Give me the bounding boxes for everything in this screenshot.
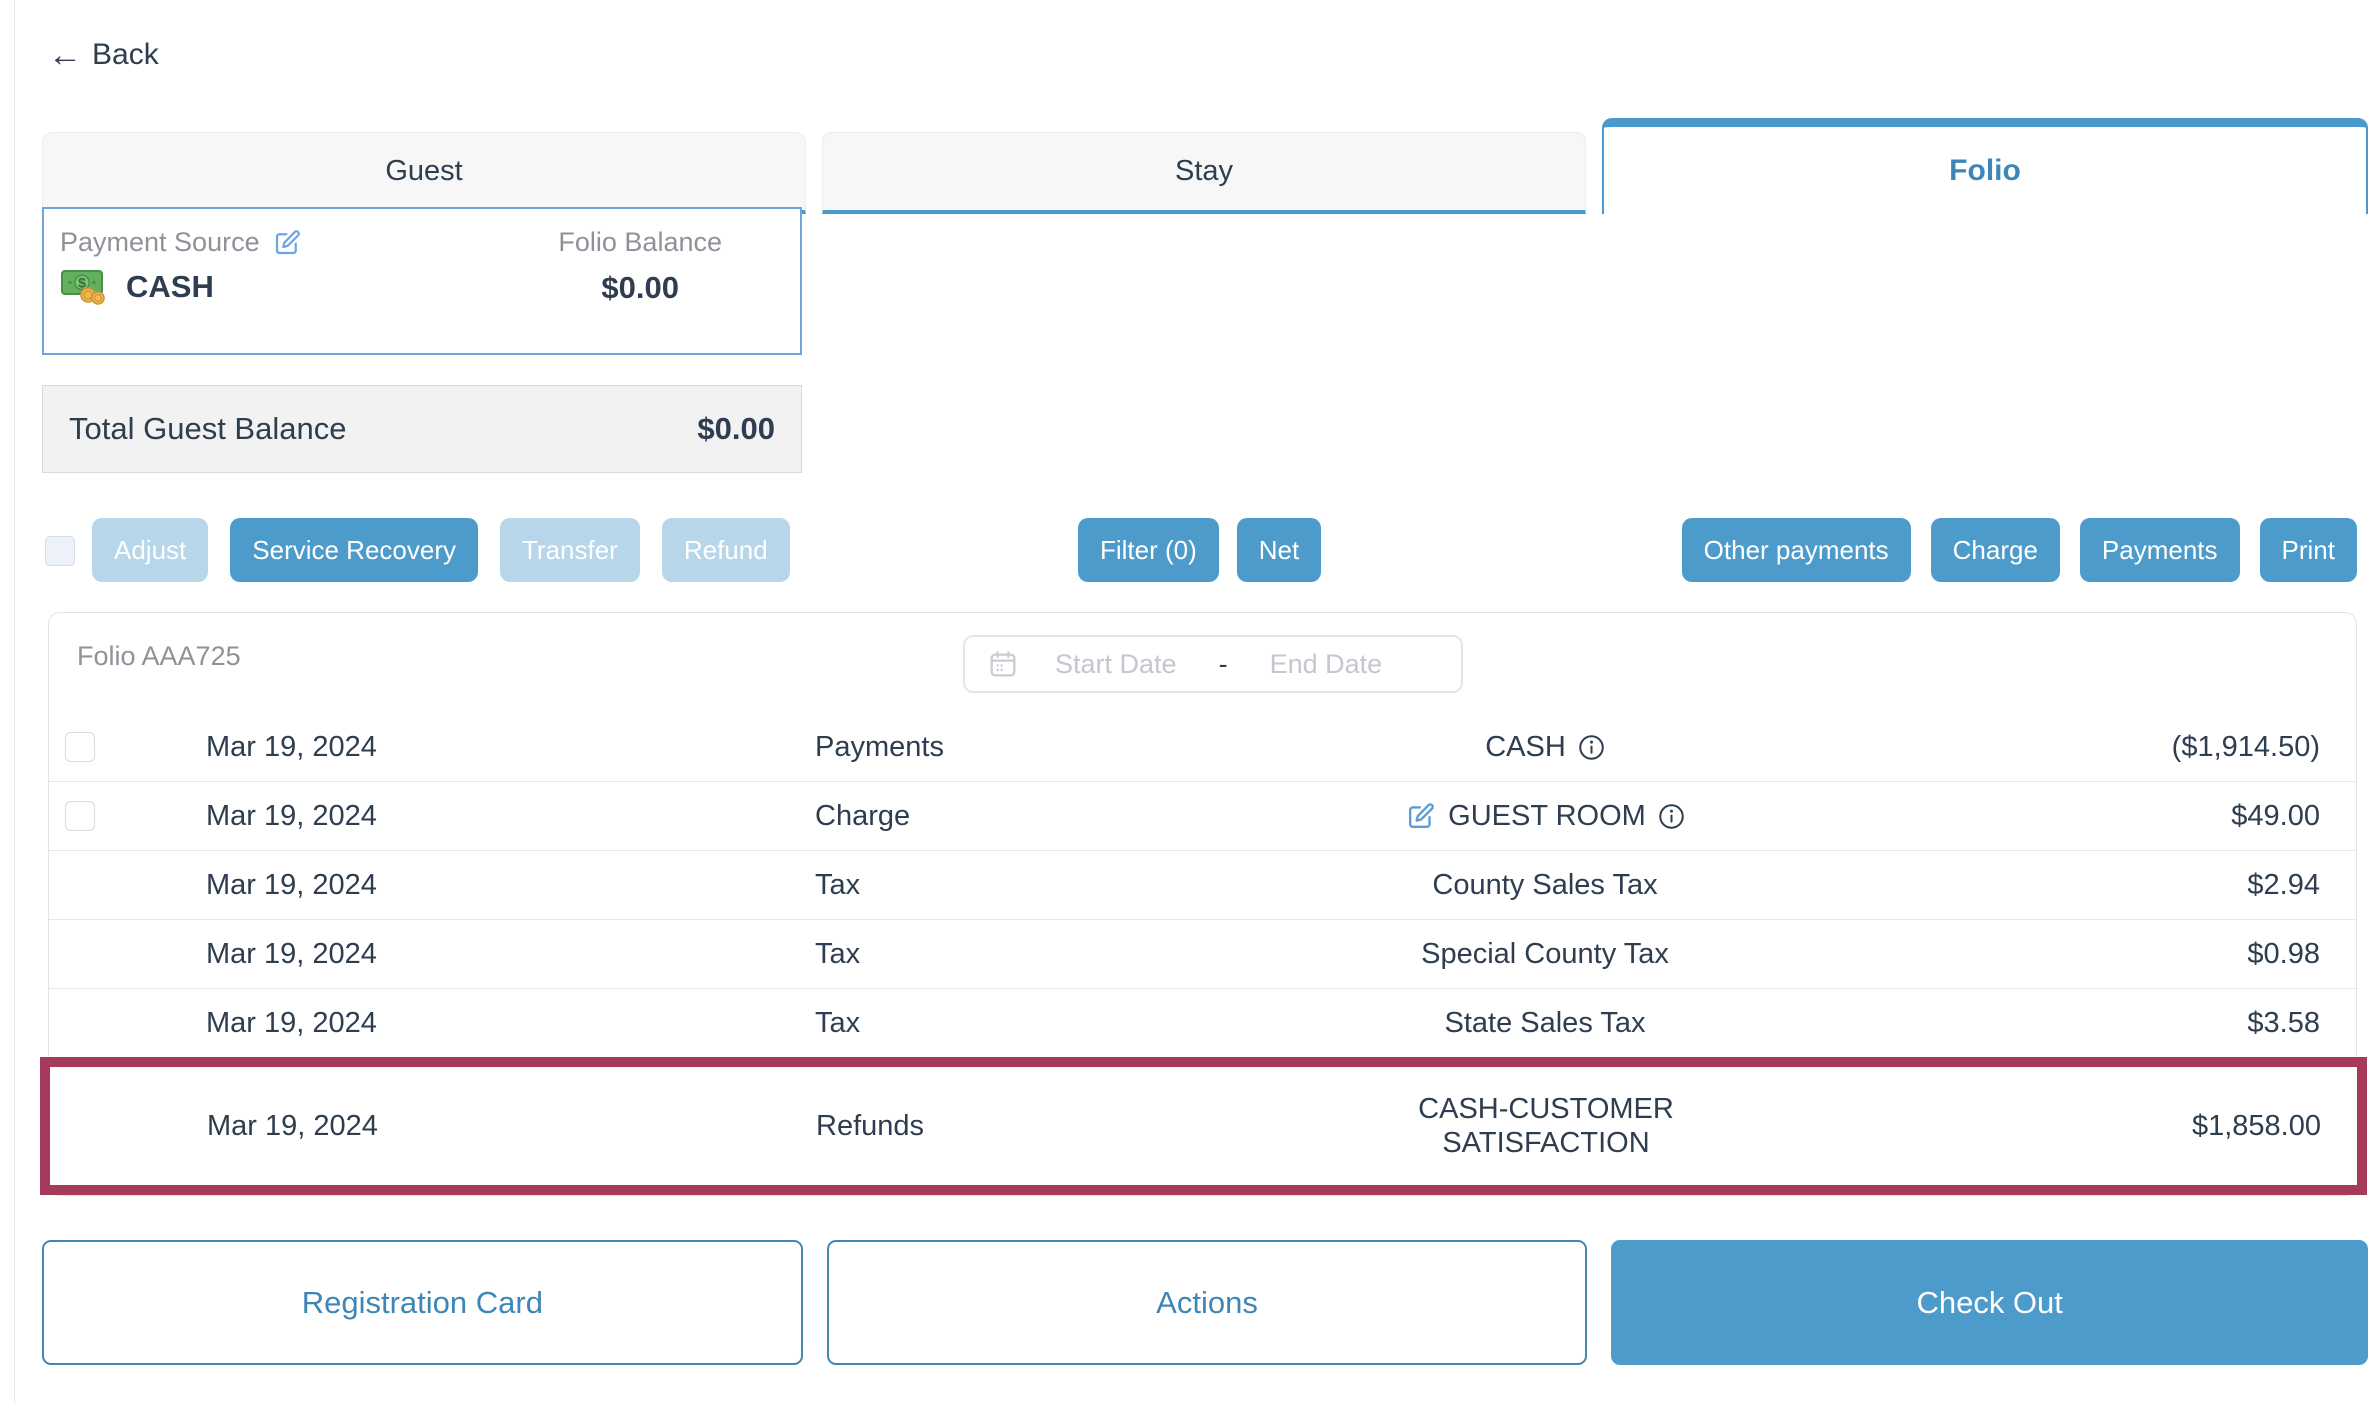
start-date-placeholder[interactable]: Start Date [1055, 648, 1177, 679]
payment-method-value: CASH [126, 269, 214, 304]
row-checkbox[interactable] [65, 732, 95, 762]
row-date: Mar 19, 2024 [206, 937, 377, 970]
folio-balance-value: $0.00 [601, 270, 679, 305]
row-amount: $3.58 [2247, 1006, 2320, 1039]
transfer-button[interactable]: Transfer [500, 518, 640, 582]
folio-balance-label: Folio Balance [558, 227, 722, 257]
edit-icon[interactable] [272, 228, 302, 258]
folio-toolbar: Adjust Service Recovery Transfer Refund Fil… [0, 518, 2380, 584]
total-guest-balance-value: $0.00 [697, 411, 775, 446]
service-recovery-button[interactable]: Service Recovery [230, 518, 478, 582]
payment-source-card: Payment Source $ [42, 207, 802, 355]
row-checkbox-cell [65, 801, 121, 831]
panel-edge-divider [14, 0, 15, 1404]
row-description-cell: CASH-CUSTOMER SATISFACTION [1246, 1092, 1846, 1160]
row-checkbox[interactable] [65, 801, 95, 831]
total-guest-balance-label: Total Guest Balance [69, 411, 347, 446]
table-row: Mar 19, 2024 Payments CASH ($1,914.50) [49, 713, 2356, 781]
row-type: Tax [815, 937, 861, 970]
end-date-placeholder[interactable]: End Date [1269, 648, 1383, 679]
print-button[interactable]: Print [2259, 518, 2357, 582]
back-button[interactable]: ← Back [48, 38, 159, 72]
payment-source-label: Payment Source [60, 227, 260, 257]
row-description: CASH-CUSTOMER SATISFACTION [1418, 1092, 1674, 1159]
table-row: Mar 19, 2024 Charge GUEST ROOM $49.00 [49, 781, 2356, 850]
row-date: Mar 19, 2024 [206, 1006, 377, 1039]
folio-table-panel: Folio AAA725 Start Date - End Date [40, 612, 2367, 1196]
charge-button[interactable]: Charge [1930, 518, 2060, 582]
table-row: Mar 19, 2024 Tax Special County Tax $0.98 [49, 919, 2356, 988]
row-description: Special County Tax [1421, 937, 1669, 970]
row-description-cell: State Sales Tax [1245, 1006, 1845, 1040]
table-row: Mar 19, 2024 Tax State Sales Tax $3.58 [49, 988, 2356, 1057]
back-arrow-icon: ← [48, 36, 82, 74]
refund-button[interactable]: Refund [661, 518, 790, 582]
tab-stay[interactable]: Stay [822, 132, 1586, 214]
row-date: Mar 19, 2024 [207, 1109, 378, 1142]
tab-guest[interactable]: Guest [42, 132, 806, 214]
row-description: County Sales Tax [1432, 868, 1658, 901]
adjust-button[interactable]: Adjust [92, 518, 209, 582]
row-type: Tax [815, 868, 861, 901]
date-range-input[interactable]: Start Date - End Date [963, 635, 1463, 693]
row-amount: ($1,914.50) [2171, 730, 2320, 763]
info-icon[interactable] [1658, 803, 1685, 830]
toolbar-left-group: Adjust Service Recovery Transfer Refund [92, 518, 790, 582]
row-description-cell: CASH [1245, 730, 1845, 764]
actions-button[interactable]: Actions [826, 1240, 1588, 1365]
row-type: Tax [815, 1006, 861, 1039]
row-description-cell: Special County Tax [1245, 937, 1845, 971]
registration-card-button[interactable]: Registration Card [42, 1240, 803, 1365]
filter-0-button[interactable]: Filter (0) [1078, 518, 1219, 582]
row-type: Payments [815, 730, 944, 763]
row-description-cell: County Sales Tax [1245, 868, 1845, 902]
row-date: Mar 19, 2024 [206, 868, 377, 901]
net-button[interactable]: Net [1236, 518, 1322, 582]
total-guest-balance-bar: Total Guest Balance $0.00 [42, 385, 802, 473]
folio-rows: Mar 19, 2024 Payments CASH ($1,914.50) Mar 1… [40, 713, 2367, 1195]
toolbar-right-group: Other payments Charge Payments Print [1681, 518, 2357, 582]
tab-bar: Guest Stay Folio [42, 118, 2368, 214]
info-icon[interactable] [1578, 734, 1605, 761]
other-payments-button[interactable]: Other payments [1681, 518, 1911, 582]
folio-number-title: Folio AAA725 [77, 641, 241, 671]
row-date: Mar 19, 2024 [206, 730, 377, 763]
row-description: GUEST ROOM [1448, 799, 1646, 832]
svg-text:$: $ [78, 275, 86, 291]
row-checkbox-cell [65, 732, 121, 762]
cash-money-icon: $ [60, 268, 110, 306]
select-all-checkbox[interactable] [45, 536, 75, 566]
row-amount: $2.94 [2247, 868, 2320, 901]
tab-folio[interactable]: Folio [1602, 118, 2368, 214]
row-type: Charge [815, 799, 911, 832]
row-description: State Sales Tax [1444, 1006, 1646, 1039]
table-row-highlighted: Mar 19, 2024 Refunds CASH-CUSTOMER SATISFA… [40, 1057, 2367, 1195]
back-label: Back [92, 38, 159, 71]
edit-icon[interactable] [1405, 801, 1436, 832]
date-range-separator: - [1218, 648, 1228, 679]
row-date: Mar 19, 2024 [206, 799, 377, 832]
row-description: CASH [1485, 730, 1566, 763]
calendar-icon [987, 648, 1019, 680]
footer-actions: Registration Card Actions Check Out [42, 1240, 2369, 1365]
row-amount: $49.00 [2231, 799, 2320, 832]
row-amount: $1,858.00 [2191, 1109, 2321, 1142]
row-description-cell: GUEST ROOM [1245, 799, 1845, 833]
toolbar-middle-group: Filter (0) Net [1078, 518, 1322, 582]
row-amount: $0.98 [2247, 937, 2320, 970]
table-row: Mar 19, 2024 Tax County Sales Tax $2.94 [49, 850, 2356, 919]
check-out-button[interactable]: Check Out [1611, 1240, 2369, 1365]
payments-button[interactable]: Payments [2079, 518, 2240, 582]
row-type: Refunds [816, 1109, 925, 1142]
